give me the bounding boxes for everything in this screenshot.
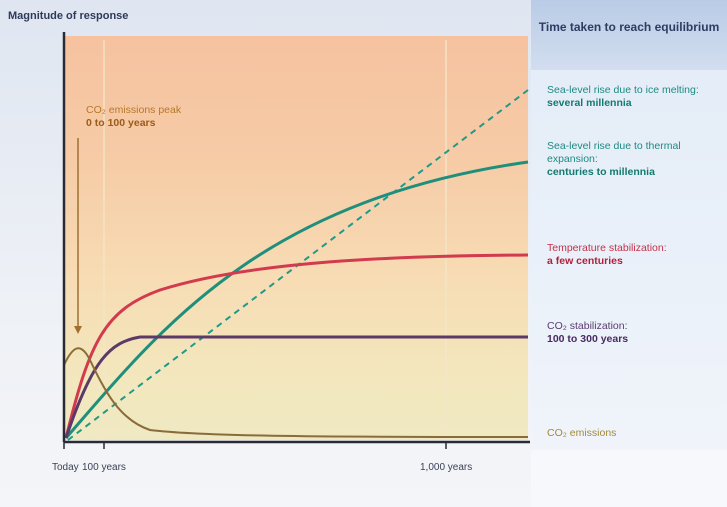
- thermal-expansion-label: Sea-level rise due to thermal expansion:…: [547, 140, 717, 179]
- y-axis-label: Magnitude of response: [8, 10, 129, 22]
- co2-stabilization-timing: 100 to 300 years: [547, 333, 629, 345]
- plot-area: [64, 36, 528, 440]
- x-tick-label-100-years: 100 years: [82, 462, 126, 473]
- ice-melting-timing: several millennia: [547, 97, 632, 109]
- temperature-text: Temperature stabilization:: [547, 242, 667, 254]
- right-panel-header: [531, 0, 727, 70]
- co2-stabilization-curve: [64, 335, 528, 439]
- co2-stabilization-text: CO₂ stabilization:: [547, 320, 628, 332]
- temperature-label: Temperature stabilization: a few centuri…: [547, 242, 667, 268]
- temperature-timing: a few centuries: [547, 255, 623, 267]
- co2-emissions-text: CO₂ emissions: [547, 427, 617, 439]
- co2-peak-text: CO₂ emissions peak: [86, 104, 182, 116]
- co2-peak-timing: 0 to 100 years: [86, 117, 156, 129]
- x-tick-label-today: Today: [52, 462, 79, 473]
- co2-stabilization-label: CO₂ stabilization: 100 to 300 years: [547, 320, 628, 346]
- right-panel-body: [531, 70, 727, 450]
- peak-arrow-head: [74, 326, 82, 334]
- panel-title: Time taken to reach equilibrium: [538, 20, 720, 34]
- temperature-curve: [64, 253, 529, 439]
- ice-melting-label: Sea-level rise due to ice melting: sever…: [547, 84, 699, 110]
- x-tick-label-1000-years: 1,000 years: [420, 462, 473, 473]
- co2-emissions-label: CO₂ emissions: [547, 427, 616, 440]
- co2-emissions-curve: [63, 347, 529, 438]
- thermal-expansion-text: Sea-level rise due to thermal expansion:: [547, 140, 681, 165]
- co2-peak-annotation: CO₂ emissions peak 0 to 100 years: [86, 104, 181, 130]
- thermal-expansion-timing: centuries to millennia: [547, 166, 655, 178]
- ice-melting-text: Sea-level rise due to ice melting:: [547, 84, 699, 96]
